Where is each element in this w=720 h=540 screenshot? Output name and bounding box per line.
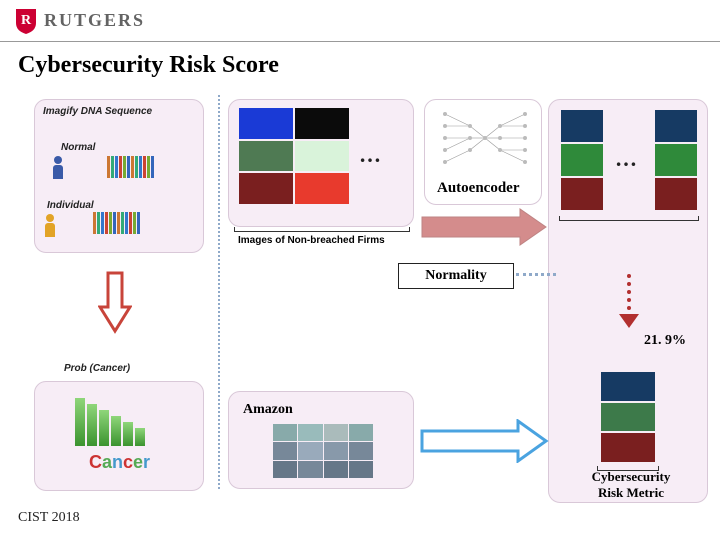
swatch-metric (601, 372, 655, 462)
panel-cancer: Cancer (34, 381, 204, 491)
svg-text:R: R (21, 13, 32, 28)
diagram-stage: Imagify DNA Sequence Normal Individual …… (0, 85, 720, 505)
footer-text: CIST 2018 (18, 510, 80, 526)
dna-strip-1 (107, 156, 154, 178)
prob-cancer-label: Prob (Cancer) (64, 363, 130, 374)
dotted-line-normality (516, 273, 556, 276)
panel-imagify: Imagify DNA Sequence Normal Individual (34, 99, 204, 253)
cancer-bars-icon (75, 398, 145, 446)
bracket-right (559, 216, 699, 221)
person-normal-icon (51, 156, 65, 184)
arrowhead-down-icon (617, 314, 641, 330)
ellipsis-1: … (359, 142, 383, 168)
normality-box: Normality (398, 263, 514, 289)
swatch-col-1 (561, 110, 603, 210)
header: R RUTGERS (0, 0, 720, 42)
bracket-images (234, 227, 410, 232)
person-individual-icon (43, 214, 57, 242)
dotted-arrow-down (627, 274, 631, 318)
normal-label: Normal (61, 142, 95, 153)
swatch-grid-left (239, 108, 349, 204)
dna-strip-2 (93, 212, 140, 234)
arrow-down-red-icon (98, 271, 132, 335)
percent-value: 21. 9% (644, 333, 686, 349)
autoencoder-icon (435, 108, 535, 168)
arrow-right-blue-icon (420, 419, 550, 463)
autoencoder-label: Autoencoder (437, 180, 520, 197)
risk-metric-label: Cybersecurity Risk Metric (562, 469, 700, 501)
imagify-label: Imagify DNA Sequence (43, 106, 152, 117)
individual-label: Individual (47, 200, 94, 211)
images-caption: Images of Non-breached Firms (238, 235, 385, 246)
panel-amazon: Amazon (228, 391, 414, 489)
dotted-separator (218, 95, 220, 489)
swatch-col-2 (655, 110, 697, 210)
panel-right: … (548, 99, 708, 503)
ellipsis-2: … (615, 146, 639, 172)
rutgers-shield-icon: R (14, 7, 38, 35)
page-title: Cybersecurity Risk Score (0, 42, 720, 85)
brand-text: RUTGERS (44, 10, 145, 31)
panel-images-grid: … (228, 99, 414, 227)
amazon-label: Amazon (243, 402, 293, 418)
panel-autoencoder: Autoencoder (424, 99, 542, 205)
cancer-text: Cancer (89, 452, 150, 473)
amazon-photo-placeholder (273, 424, 373, 478)
arrow-right-red-icon (420, 207, 550, 247)
